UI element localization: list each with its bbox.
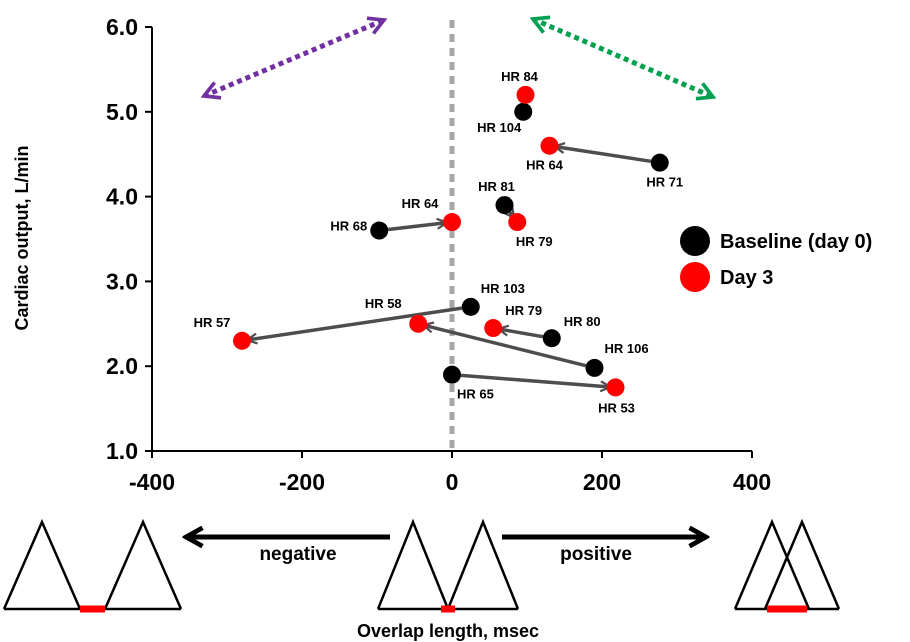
- zero-left-triangle: [376, 518, 450, 610]
- day3-point: [606, 378, 625, 397]
- positive-label: positive: [560, 544, 632, 565]
- day3-point: [484, 319, 503, 338]
- day3-point: [540, 136, 559, 155]
- day3-hr-label: HR 58: [365, 296, 402, 311]
- day3-point: [443, 213, 461, 232]
- day3-hr-label: HR 64: [526, 158, 564, 173]
- baseline-hr-label: HR 103: [481, 281, 525, 296]
- baseline-point: [370, 221, 389, 240]
- y-tick-label: 6.0: [106, 14, 138, 40]
- baseline-point: [650, 153, 669, 172]
- legend-label-day3: Day 3: [720, 267, 773, 289]
- day3-hr-label: HR 79: [516, 234, 553, 249]
- y-axis-title: Cardiac output, L/min: [12, 145, 32, 330]
- purple-direction-arrow: [204, 20, 384, 96]
- legend-label-baseline: Baseline (day 0): [720, 231, 872, 253]
- negative-label: negative: [259, 544, 336, 565]
- hr-labels: HR 104 HR 84 HR 71 HR 64 HR 81 HR 79 HR 68 HR 6…: [194, 69, 684, 416]
- baseline-hr-label: HR 104: [477, 120, 522, 135]
- positive-left-triangle: [733, 518, 811, 610]
- negative-left-triangle: [2, 518, 82, 610]
- change-arrows: [247, 146, 652, 387]
- baseline-point: [514, 102, 533, 121]
- legend-marker-day3: [680, 262, 710, 292]
- x-tick-label: 400: [733, 469, 771, 495]
- day3-point: [233, 331, 251, 350]
- positive-right-triangle: [763, 518, 841, 610]
- negative-right-triangle: [103, 518, 183, 610]
- zero-right-triangle: [446, 518, 520, 610]
- y-tick-label: 3.0: [106, 268, 138, 294]
- baseline-hr-label: HR 71: [646, 175, 683, 190]
- y-tick-labels: 1.0 2.0 3.0 4.0 5.0 6.0: [106, 14, 152, 464]
- change-arrow: [554, 146, 652, 164]
- x-tick-label: 200: [583, 469, 621, 495]
- day3-hr-label: HR 57: [194, 315, 231, 330]
- baseline-hr-label: HR 68: [330, 219, 367, 234]
- green-direction-arrow: [533, 19, 713, 97]
- change-arrow: [498, 329, 544, 339]
- day3-hr-label: HR 84: [501, 69, 539, 84]
- baseline-hr-label: HR 80: [564, 314, 601, 329]
- change-arrow: [423, 325, 587, 368]
- change-arrow: [460, 373, 611, 387]
- baseline-point: [585, 358, 604, 377]
- day3-point: [409, 314, 428, 333]
- change-arrow: [387, 223, 447, 232]
- x-tick-labels: -400 -200 0 200 400: [129, 451, 771, 495]
- baseline-point: [461, 297, 480, 316]
- baseline-point: [542, 329, 561, 348]
- baseline-hr-label: HR 81: [478, 179, 515, 194]
- overlap-diagram: [2, 518, 841, 613]
- day3-point: [516, 85, 535, 104]
- change-arrow: [247, 306, 463, 340]
- y-tick-label: 5.0: [106, 99, 138, 125]
- x-tick-label: 0: [446, 469, 459, 495]
- day3-hr-label: HR 64: [402, 196, 440, 211]
- x-tick-label: -200: [279, 469, 325, 495]
- data-points: [233, 85, 669, 397]
- x-axis-title: Overlap length, msec: [357, 621, 539, 641]
- baseline-hr-label: HR 65: [457, 387, 494, 402]
- baseline-point: [495, 196, 514, 215]
- legend-marker-baseline: [680, 226, 710, 256]
- y-tick-label: 4.0: [106, 184, 138, 210]
- y-tick-label: 1.0: [106, 438, 138, 464]
- x-tick-label: -400: [129, 469, 175, 495]
- day3-hr-label: HR 53: [598, 400, 635, 415]
- baseline-point: [443, 365, 461, 384]
- legend: Baseline (day 0) Day 3: [680, 226, 872, 292]
- day3-point: [508, 213, 527, 232]
- day3-hr-label: HR 79: [505, 303, 542, 318]
- y-tick-label: 2.0: [106, 353, 138, 379]
- baseline-hr-label: HR 106: [605, 341, 649, 356]
